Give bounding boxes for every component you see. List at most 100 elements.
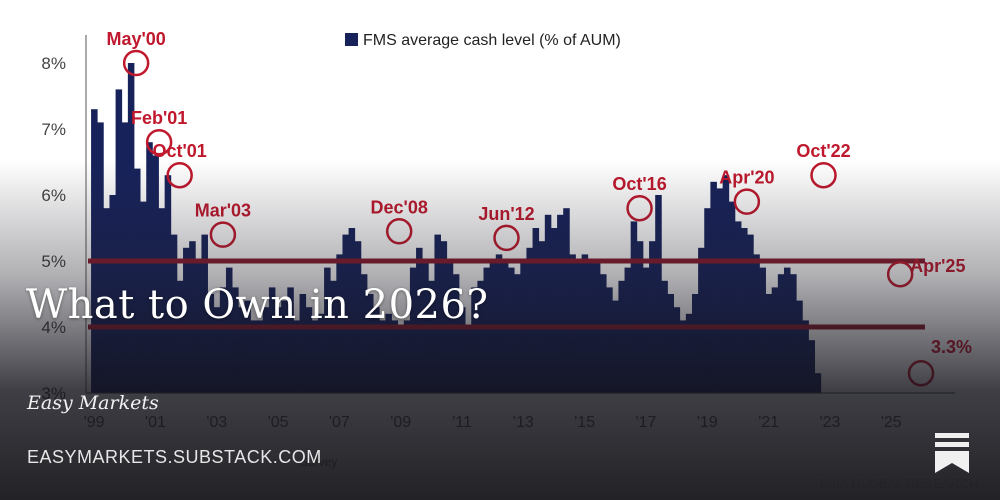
- bar: [734, 221, 742, 393]
- y-tick-label: 6%: [41, 186, 66, 205]
- bar: [790, 274, 797, 393]
- y-tick-label: 5%: [41, 252, 66, 271]
- bar: [293, 320, 300, 393]
- bar: [121, 122, 129, 394]
- bar: [514, 274, 521, 393]
- bar: [655, 195, 662, 393]
- bar: [563, 208, 570, 393]
- y-tick-label: 7%: [41, 120, 66, 139]
- bar: [569, 254, 576, 393]
- bar: [600, 274, 607, 393]
- annotation-label: Mar'03: [195, 201, 251, 221]
- bar: [508, 267, 515, 393]
- bar: [679, 320, 687, 393]
- bar: [557, 214, 564, 393]
- bar: [710, 181, 717, 393]
- x-tick-label: '23: [820, 414, 841, 431]
- annotation-label: 3.3%: [931, 337, 972, 357]
- bar: [642, 267, 650, 393]
- bar: [808, 340, 816, 393]
- annotation-label: May'00: [106, 29, 165, 49]
- annotation-label: Feb'01: [131, 108, 187, 128]
- bar: [495, 254, 503, 393]
- legend-swatch: [345, 33, 358, 46]
- x-tick-label: '11: [452, 414, 472, 431]
- bar: [783, 267, 791, 393]
- bar: [649, 241, 656, 393]
- bar: [771, 287, 779, 393]
- bar: [97, 122, 104, 394]
- bar: [704, 208, 711, 393]
- bar: [716, 188, 724, 393]
- bar: [667, 294, 674, 393]
- bar: [581, 254, 589, 393]
- bar: [802, 320, 809, 393]
- bar: [115, 89, 123, 394]
- site-url[interactable]: EASYMARKETS.SUBSTACK.COM: [27, 447, 322, 467]
- bar: [526, 247, 533, 393]
- annotation-label: Oct'22: [796, 141, 850, 161]
- x-tick-label: '25: [881, 414, 902, 431]
- x-tick-label: '19: [697, 414, 718, 431]
- bar: [796, 300, 803, 393]
- x-tick-label: '21: [758, 414, 779, 431]
- x-tick-label: '15: [574, 414, 595, 431]
- bar: [728, 201, 736, 393]
- bar: [606, 287, 613, 393]
- x-tick-label: '09: [390, 414, 411, 431]
- bar: [765, 294, 773, 393]
- bar: [532, 228, 540, 393]
- bar: [698, 247, 705, 393]
- x-tick-label: '07: [329, 414, 350, 431]
- bar: [747, 234, 754, 393]
- bar: [722, 175, 730, 393]
- bar: [550, 228, 558, 393]
- annotation-label: Oct'16: [612, 174, 666, 194]
- x-tick-label: '17: [636, 414, 657, 431]
- bar: [673, 307, 681, 393]
- x-tick-label: '99: [84, 414, 105, 431]
- bar: [91, 109, 98, 393]
- publication-name: Easy Markets: [27, 392, 159, 414]
- x-tick-label: '01: [145, 414, 166, 431]
- bar: [777, 274, 785, 393]
- bar: [391, 320, 399, 393]
- bar: [618, 280, 625, 393]
- bar: [403, 320, 411, 393]
- bar: [636, 241, 644, 393]
- annotation-label: Apr'20: [719, 168, 774, 188]
- bar: [538, 241, 546, 393]
- bar: [146, 142, 153, 393]
- bar: [624, 267, 632, 393]
- bar: [814, 373, 822, 393]
- x-tick-label: '13: [513, 414, 534, 431]
- bar: [544, 214, 552, 393]
- bar: [465, 327, 472, 393]
- bar: [379, 320, 386, 393]
- bar: [612, 300, 619, 393]
- annotation-label: Jun'12: [478, 204, 534, 224]
- bar: [759, 267, 766, 393]
- annotation-label: Oct'01: [153, 141, 207, 161]
- post-title: What to Own in 2026?: [26, 282, 489, 328]
- bar: [311, 320, 319, 393]
- source-note: BofA GLOBAL RESEARCH: [820, 476, 978, 491]
- bar: [256, 320, 264, 393]
- y-tick-label: 8%: [41, 54, 66, 73]
- bar: [250, 320, 258, 393]
- bar: [661, 280, 668, 393]
- legend: FMS average cash level (% of AUM): [345, 32, 621, 49]
- annotation-label: Apr'25: [910, 256, 965, 276]
- bar: [133, 168, 141, 393]
- bar: [691, 294, 699, 393]
- annotation-label: Dec'08: [371, 197, 428, 217]
- x-tick-label: '03: [206, 414, 227, 431]
- x-tick-label: '05: [268, 414, 289, 431]
- bar: [753, 254, 760, 393]
- bar: [152, 155, 159, 393]
- legend-label: FMS average cash level (% of AUM): [363, 32, 621, 49]
- bar: [741, 228, 748, 393]
- bar: [397, 327, 405, 393]
